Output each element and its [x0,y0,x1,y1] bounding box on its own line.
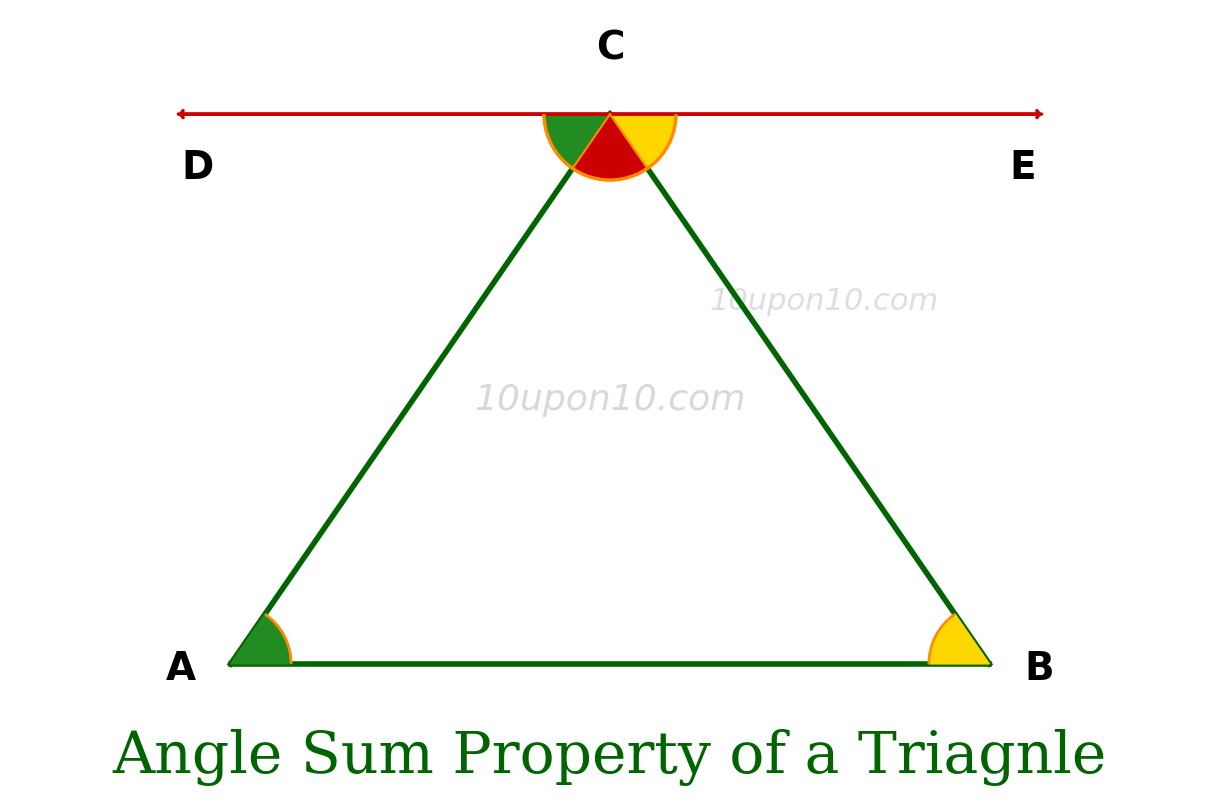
Text: Angle Sum Property of a Triagnle: Angle Sum Property of a Triagnle [112,729,1108,786]
Text: A: A [166,650,195,688]
Wedge shape [928,614,989,664]
Text: E: E [1009,150,1036,187]
Text: D: D [182,150,214,187]
Text: C: C [595,30,625,68]
Wedge shape [544,114,610,169]
Text: B: B [1025,650,1054,688]
Wedge shape [610,114,676,169]
Text: 10upon10.com: 10upon10.com [475,383,745,417]
Text: 10upon10.com: 10upon10.com [710,286,939,315]
Wedge shape [231,614,292,664]
Wedge shape [572,114,648,180]
